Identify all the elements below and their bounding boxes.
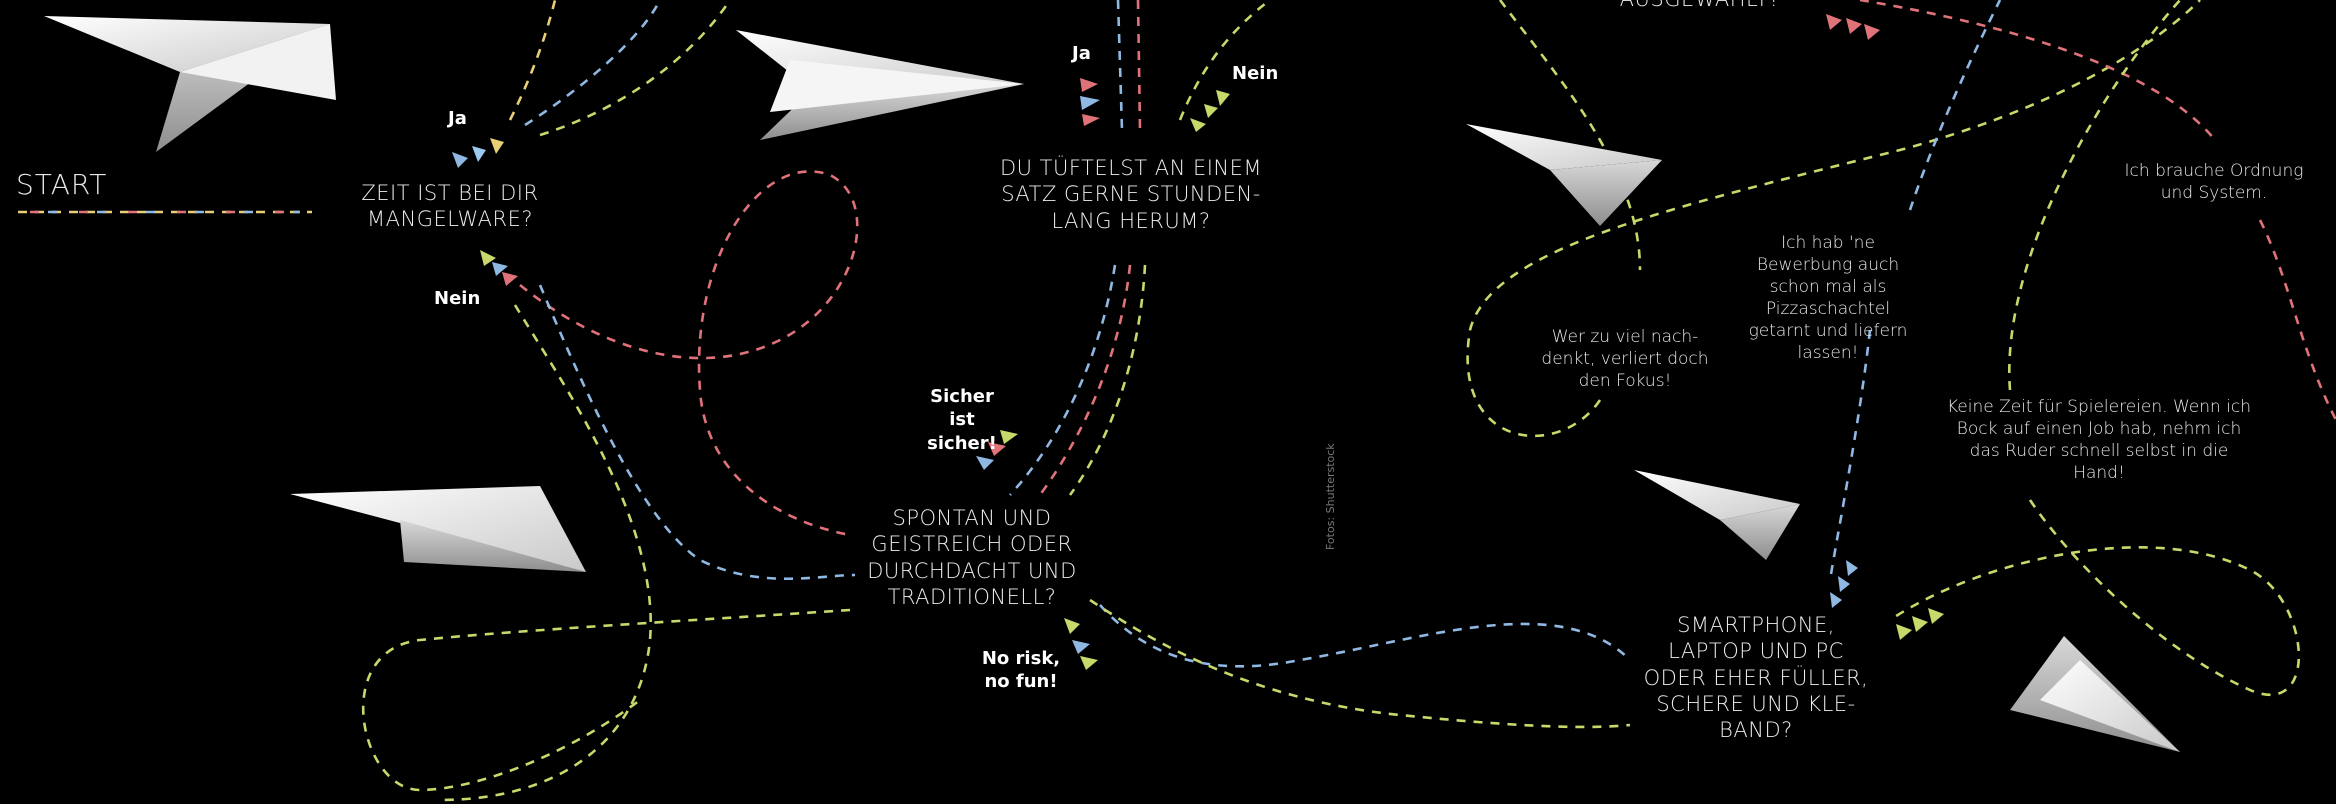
- triangle-top-red2: [1846, 18, 1862, 34]
- triangle-sicher-blue: [976, 456, 994, 470]
- triangle-ja2-red: [1080, 78, 1098, 92]
- triangle-smart-blue1: [1846, 560, 1858, 576]
- path-pizza-blue-top: [1908, 0, 2002, 211]
- triangle-ja2-red2: [1082, 114, 1100, 126]
- path-tueftel-down-blue: [1009, 264, 1117, 496]
- path-ordnung-red: [1859, 0, 2217, 141]
- quote-pizza: Ich hab 'ne Bewerbung auch schon mal als…: [1748, 233, 1908, 364]
- question-top-cut: AUSGEWÄHLT?: [1600, 0, 1800, 12]
- triangle-ja2-blue: [1080, 96, 1100, 110]
- path-zeit-ja-blue: [524, 0, 662, 127]
- triangle-norisk-green: [1064, 618, 1080, 634]
- triangle-norisk-green2: [1080, 656, 1098, 670]
- triangle-norisk-blue: [1072, 640, 1090, 654]
- quote-spielereien: Keine Zeit für Spielereien. Wenn ich Boc…: [1946, 397, 2252, 484]
- answer-ja-1: Ja: [448, 108, 467, 129]
- question-tueftel: DU TÜFTELST AN EINEM SATZ GERNE STUNDEN-…: [999, 156, 1263, 233]
- triangle-smart-blue2: [1838, 576, 1850, 592]
- triangle-smart-blue3: [1830, 592, 1842, 608]
- paper-plane-2: [736, 30, 1024, 140]
- path-tueftel-nein-green: [1178, 0, 1271, 121]
- triangle-smart-green2: [1912, 616, 1928, 632]
- triangle-nein2-green2: [1204, 104, 1218, 118]
- answer-nein-2: Nein: [1232, 63, 1279, 84]
- triangle-ja1-yellow: [490, 138, 504, 154]
- triangle-top-red3: [1864, 24, 1880, 40]
- triangle-nein1-red: [502, 272, 518, 286]
- triangle-nein1-blue: [492, 262, 508, 276]
- paper-plane-3: [1466, 124, 1662, 226]
- path-tueftel-down-red: [1038, 264, 1132, 496]
- path-spontan-blue: [1099, 604, 1631, 668]
- path-tueftel-up-blue: [1116, 0, 1124, 131]
- path-spiel-loop-green: [1889, 499, 2301, 697]
- question-zeit: ZEIT IST BEI DIR MANGELWARE?: [361, 181, 539, 232]
- triangle-ja1-blue: [452, 152, 468, 168]
- path-ordnung-red-right: [2258, 219, 2336, 421]
- triangle-sicher-yellow: [1000, 430, 1018, 444]
- paper-plane-1: [44, 16, 336, 152]
- path-zeit-nein-green: [439, 304, 652, 802]
- path-zeit-nein-red: [519, 170, 859, 537]
- path-spiel-green: [2008, 0, 2181, 391]
- path-tueftel-up-red: [1136, 0, 1142, 131]
- triangle-top-red1: [1826, 14, 1842, 30]
- quote-ordnung: Ich brauche Ordnung und System.: [2124, 161, 2304, 204]
- start-label: START: [16, 168, 108, 201]
- flow-paths: [18, 0, 2336, 802]
- paper-plane-6: [2010, 636, 2180, 752]
- path-zeit-nein-blue: [538, 284, 856, 580]
- path-pizza-blue: [1828, 329, 1872, 581]
- path-tueftel-down-green: [1068, 264, 1147, 496]
- answer-sicher: Sicher ist sicher!: [927, 386, 997, 454]
- triangle-nein1-green: [480, 250, 496, 266]
- path-fokus-loop-green: [1466, 0, 2201, 438]
- answer-triangles: [452, 14, 1944, 670]
- path-zeit-ja-yellow: [508, 0, 557, 121]
- photo-credit: Fotos: Shutterstock: [1324, 443, 1337, 550]
- path-loop-left-green: [361, 608, 851, 792]
- triangle-smart-green1: [1896, 624, 1912, 640]
- paper-plane-5: [1634, 470, 1800, 560]
- triangle-nein2-green1: [1216, 90, 1230, 106]
- triangle-smart-green3: [1928, 608, 1944, 624]
- question-spontan: SPONTAN UND GEISTREICH ODER DURCHDACHT U…: [867, 506, 1077, 609]
- answer-ja-2: Ja: [1072, 43, 1091, 64]
- answer-nein-1: Nein: [434, 288, 481, 309]
- path-fokus-green: [1498, 0, 1642, 271]
- paper-plane-4: [290, 486, 586, 572]
- question-smartphone: SMARTPHONE, LAPTOP UND PC ODER EHER FÜLL…: [1643, 613, 1869, 742]
- answer-norisk: No risk, no fun!: [981, 648, 1061, 693]
- triangle-nein2-green3: [1190, 118, 1206, 132]
- triangle-ja1-lightblue: [472, 146, 486, 162]
- path-spontan-green: [1089, 598, 1631, 729]
- quote-fokus: Wer zu viel nach-denkt, verliert doch de…: [1541, 327, 1709, 392]
- path-zeit-ja-green: [539, 0, 732, 137]
- triangle-sicher-red: [988, 442, 1006, 456]
